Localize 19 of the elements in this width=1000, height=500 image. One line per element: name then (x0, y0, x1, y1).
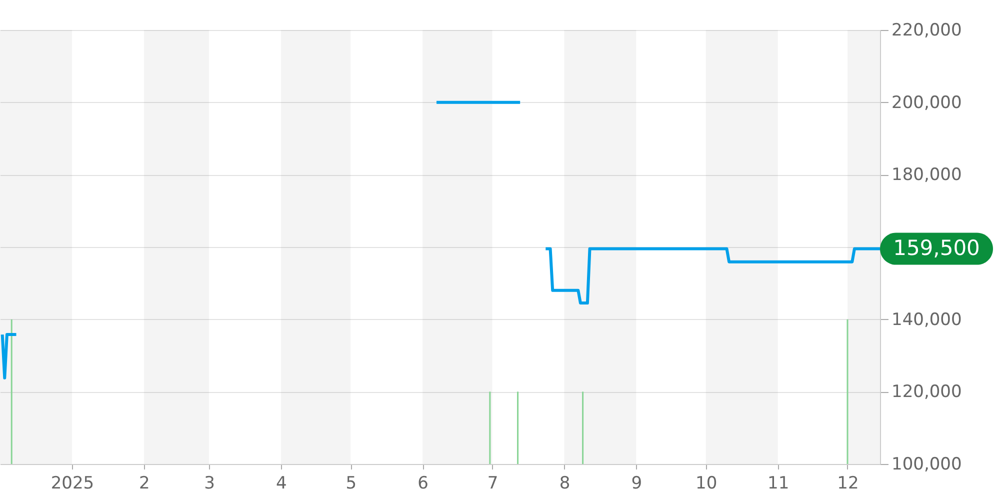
x-tick-label: 2025 (50, 474, 94, 494)
y-tick-label: 220,000 (892, 20, 962, 40)
x-tick-label: 6 (418, 474, 428, 494)
y-tick-label: 140,000 (892, 310, 962, 330)
y-tick-label: 180,000 (892, 165, 962, 186)
y-tick-label: 100,000 (892, 454, 962, 474)
y-tick-label: 200,000 (892, 92, 962, 113)
x-tick-label: 10 (696, 474, 718, 494)
x-tick-label: 3 (204, 474, 215, 494)
x-tick-label: 12 (837, 474, 859, 494)
x-tick-label: 4 (276, 474, 287, 494)
x-tick-label: 7 (487, 474, 498, 494)
x-tick-label: 9 (631, 474, 642, 494)
x-tick-label: 5 (346, 474, 357, 494)
y-tick-label: 120,000 (892, 382, 962, 402)
x-tick-label: 11 (768, 474, 790, 494)
x-tick-label: 2 (139, 474, 150, 494)
data-label: 159,500 (893, 236, 980, 260)
x-tick-label: 8 (559, 474, 570, 494)
